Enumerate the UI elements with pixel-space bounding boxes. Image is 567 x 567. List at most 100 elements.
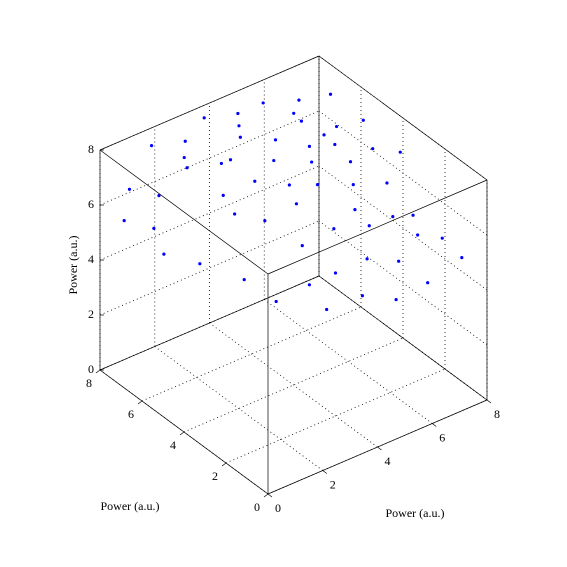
grid-line — [318, 110, 488, 236]
point — [440, 236, 444, 240]
x-tick-label: 4 — [385, 454, 391, 468]
y-tick-label: 8 — [86, 376, 92, 390]
x-tick-label: 6 — [439, 430, 445, 444]
point — [333, 142, 337, 147]
point — [162, 252, 166, 256]
point — [237, 124, 241, 128]
point — [182, 155, 186, 160]
point — [228, 158, 233, 162]
y-tick-label: 2 — [212, 469, 218, 483]
grid-line — [318, 220, 488, 346]
point — [263, 219, 267, 223]
y-tick-label: 6 — [128, 407, 134, 421]
y-tick — [95, 369, 101, 374]
point — [353, 208, 357, 212]
point — [351, 183, 355, 187]
labels: Power (a.u.) Power (a.u.) Power (a.u.) 0… — [66, 142, 500, 520]
z-tick-label: 6 — [88, 197, 94, 211]
point — [273, 138, 278, 142]
point — [333, 271, 338, 275]
box-edge — [318, 275, 488, 401]
z-tick-label: 0 — [88, 362, 94, 376]
point — [274, 299, 278, 304]
point — [348, 160, 353, 164]
point — [294, 202, 299, 206]
y-tick — [137, 400, 143, 405]
point — [365, 257, 369, 261]
point — [391, 215, 395, 219]
point — [416, 233, 420, 237]
y-tick-label: 4 — [170, 438, 176, 452]
y-tick-label: 0 — [254, 500, 260, 514]
point — [334, 124, 339, 129]
point — [152, 226, 156, 230]
x-tick — [267, 493, 273, 498]
box — [95, 55, 492, 498]
point — [367, 224, 371, 228]
point — [307, 144, 312, 148]
point — [385, 181, 389, 185]
point — [322, 133, 326, 137]
y-tick — [263, 493, 269, 498]
grid-line — [318, 165, 488, 291]
point — [122, 219, 126, 223]
point — [371, 147, 375, 151]
point — [310, 160, 314, 164]
z-tick-label: 8 — [88, 142, 94, 156]
x-tick — [486, 399, 492, 404]
point — [185, 166, 189, 170]
x-tick-label: 0 — [275, 501, 281, 515]
grid-line — [209, 322, 378, 448]
point — [411, 213, 415, 217]
point — [332, 227, 336, 231]
point — [328, 92, 333, 96]
point — [315, 183, 320, 187]
point — [183, 139, 187, 143]
z-tick-label: 4 — [88, 252, 94, 266]
point — [397, 259, 401, 263]
box-edge — [99, 55, 320, 151]
point — [287, 183, 291, 187]
box-edge — [267, 179, 488, 275]
point — [460, 256, 464, 260]
x-axis-label: Power (a.u.) — [386, 506, 445, 520]
point — [238, 135, 242, 139]
point — [360, 294, 365, 298]
box-edge — [99, 149, 269, 275]
x-tick — [322, 470, 327, 474]
point — [202, 116, 206, 120]
point — [394, 298, 398, 302]
grid-line — [264, 299, 433, 424]
point — [398, 150, 402, 154]
box-edge — [99, 275, 320, 371]
y-tick — [179, 431, 185, 436]
point — [198, 262, 202, 266]
x-tick — [377, 446, 382, 451]
point — [300, 244, 304, 248]
point — [233, 212, 237, 216]
point — [127, 187, 132, 191]
x-tick — [432, 423, 437, 427]
point — [297, 98, 301, 102]
x-tick-label: 8 — [494, 407, 500, 421]
point — [272, 158, 276, 163]
point — [149, 144, 154, 148]
z-tick-label: 2 — [88, 307, 94, 321]
point — [325, 307, 329, 312]
point — [157, 194, 161, 198]
point — [261, 101, 265, 105]
z-axis-label: Power (a.u.) — [66, 236, 80, 295]
point — [219, 161, 223, 166]
x-tick-label: 2 — [330, 477, 336, 491]
points — [122, 92, 464, 312]
grid-line — [154, 346, 323, 471]
box-edge — [318, 55, 488, 181]
point — [361, 118, 365, 122]
point — [236, 111, 240, 116]
point — [307, 283, 311, 287]
point — [292, 111, 296, 115]
point — [253, 179, 257, 183]
point — [221, 193, 225, 197]
